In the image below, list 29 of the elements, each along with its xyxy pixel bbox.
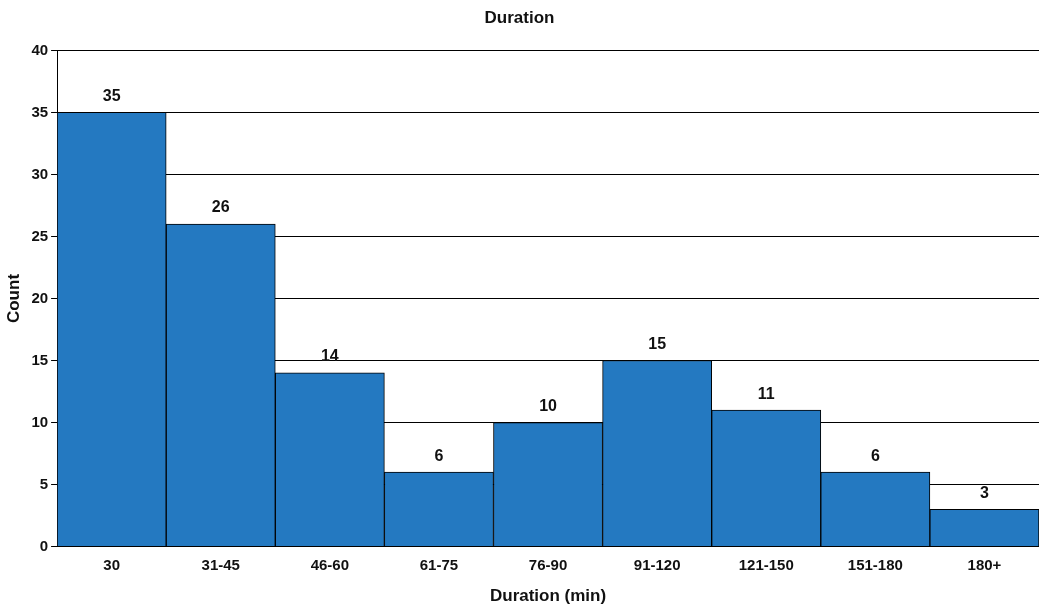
x-tick-label: 61-75 bbox=[419, 555, 459, 573]
data-label: 6 bbox=[434, 446, 444, 464]
y-axis-title: Count bbox=[3, 273, 23, 324]
x-tick-label: 46-60 bbox=[310, 555, 350, 573]
x-tick-label: 76-90 bbox=[528, 555, 568, 573]
y-tick-label: 40 bbox=[31, 40, 49, 58]
chart-title: Duration bbox=[484, 7, 555, 27]
data-label: 15 bbox=[648, 334, 667, 352]
y-tick-label: 30 bbox=[31, 164, 49, 182]
y-tick-label: 0 bbox=[39, 536, 49, 554]
data-label: 35 bbox=[102, 86, 121, 104]
data-label: 26 bbox=[211, 198, 230, 216]
y-tick-label: 35 bbox=[31, 102, 49, 120]
y-tick-label: 15 bbox=[31, 350, 49, 368]
x-tick-label: 151-180 bbox=[847, 555, 903, 573]
y-tick-label: 25 bbox=[31, 226, 49, 244]
data-label: 3 bbox=[980, 483, 989, 501]
x-tick-label: 180+ bbox=[967, 555, 1002, 573]
x-tick-label: 30 bbox=[103, 555, 120, 573]
y-tick-label: 10 bbox=[31, 412, 49, 430]
x-tick-label: 31-45 bbox=[201, 555, 240, 573]
x-tick-label: 91-120 bbox=[633, 555, 681, 573]
y-tick-label: 5 bbox=[39, 474, 49, 492]
x-axis-title: Duration (min) bbox=[489, 586, 607, 606]
data-label: 10 bbox=[539, 396, 558, 414]
x-tick-label: 121-150 bbox=[738, 555, 794, 573]
data-label: 6 bbox=[870, 446, 880, 464]
y-tick-label: 20 bbox=[31, 288, 49, 306]
data-label: 11 bbox=[757, 384, 775, 402]
